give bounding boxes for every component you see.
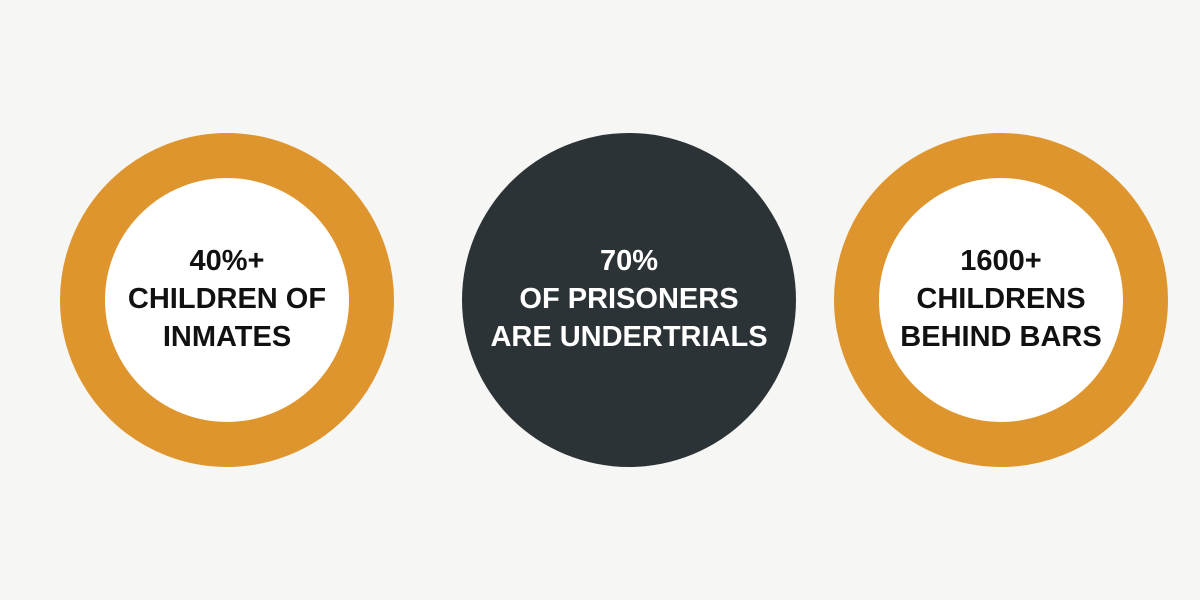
stat-label-line-2: INMATES	[162, 320, 292, 353]
stat-circle-children-behind-bars: 1600+ CHILDRENS BEHIND BARS	[834, 133, 1168, 467]
stat-value: 1600+	[960, 245, 1042, 278]
stat-circle-undertrials: 70% OF PRISONERS ARE UNDERTRIALS	[462, 133, 796, 467]
stat-label-line-2: BEHIND BARS	[900, 320, 1102, 353]
stat-label-line-1: CHILDRENS	[916, 283, 1086, 316]
stat-label-line-2: ARE UNDERTRIALS	[490, 320, 768, 353]
stat-label-line-1: OF PRISONERS	[519, 283, 739, 316]
stat-circle-children-of-inmates: 40%+ CHILDREN OF INMATES	[60, 133, 394, 467]
stat-value: 40%+	[189, 245, 265, 278]
stat-label-line-1: CHILDREN OF	[127, 283, 327, 316]
stat-value: 70%	[599, 245, 659, 278]
